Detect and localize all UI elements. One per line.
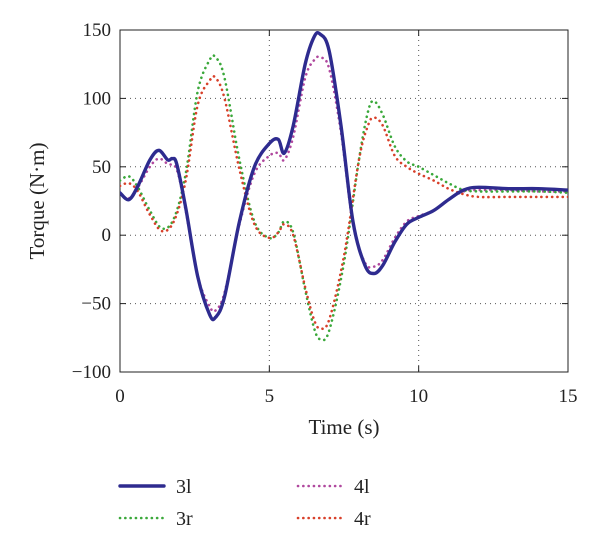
legend-label-4l: 4l — [354, 476, 370, 498]
series-layer — [120, 30, 568, 342]
x-tick-label: 5 — [265, 386, 275, 407]
legend: 3l 4l 3r 4r — [118, 476, 371, 530]
series-line-3l — [120, 30, 568, 322]
tick-labels: 0 5 10 15 −100 −50 0 50 100 150 — [72, 20, 578, 407]
x-tick-label: 10 — [409, 386, 428, 407]
x-tick-label: 15 — [559, 386, 578, 407]
y-tick-label: 100 — [83, 88, 112, 109]
series-line-4l — [120, 55, 568, 313]
y-tick-label: 50 — [92, 157, 111, 178]
x-tick-label: 0 — [115, 386, 125, 407]
plot-frame — [119, 29, 569, 373]
legend-label-3l: 3l — [176, 476, 192, 498]
axis-ticks — [119, 29, 569, 373]
series-line-4r — [120, 74, 568, 331]
y-tick-label: 150 — [83, 20, 112, 41]
y-tick-label: 0 — [102, 225, 112, 246]
y-axis-title: Torque (N·m) — [25, 143, 49, 260]
y-tick-label: −50 — [81, 294, 111, 315]
series-line-3r — [120, 54, 568, 342]
legend-label-4r: 4r — [354, 508, 371, 530]
legend-label-3r: 3r — [176, 508, 193, 530]
grid — [120, 30, 568, 372]
x-axis-title: Time (s) — [309, 415, 380, 439]
y-tick-label: −100 — [72, 362, 111, 383]
